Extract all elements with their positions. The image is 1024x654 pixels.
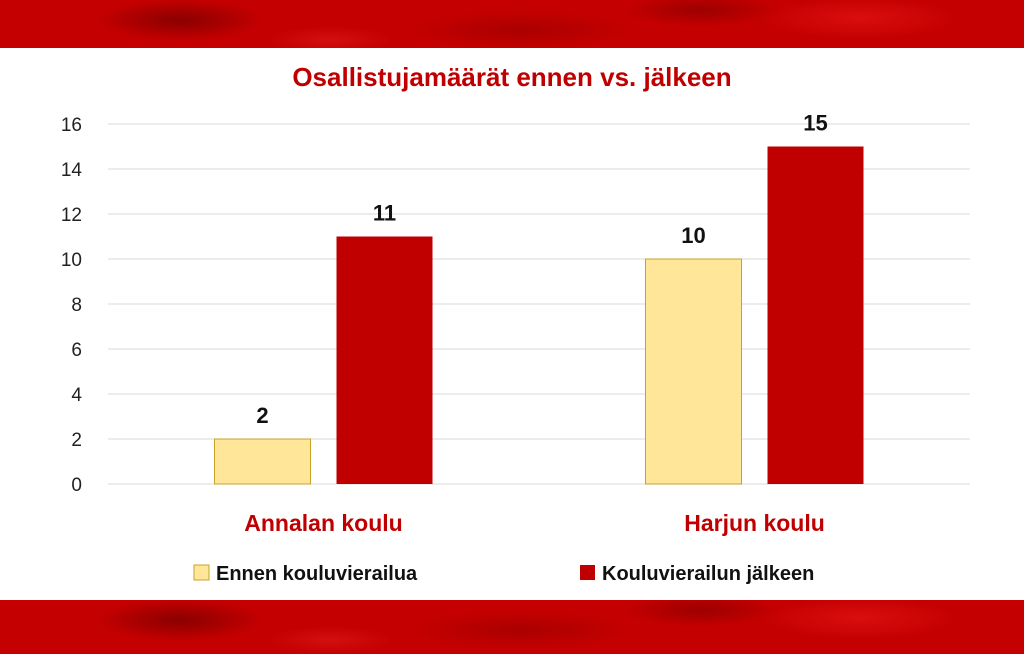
y-tick-label: 8 (71, 295, 82, 316)
legend-swatch (193, 564, 210, 581)
y-tick-label: 4 (71, 385, 82, 406)
y-tick-label: 12 (61, 205, 82, 226)
bottom-decorative-band (0, 600, 1024, 654)
y-tick-label: 16 (61, 115, 82, 136)
data-label: 2 (256, 403, 268, 428)
category-label: Harjun koulu (684, 510, 825, 536)
y-tick-label: 6 (71, 340, 82, 361)
legend-label: Ennen kouluvierailua (216, 563, 418, 585)
data-labels: 2 11 10 15 (256, 111, 827, 429)
bar-after (336, 236, 433, 484)
data-label: 10 (681, 223, 705, 248)
category-label: Annalan koulu (244, 510, 402, 536)
bar-before (645, 258, 742, 485)
legend-label: Kouluvierailun jälkeen (602, 563, 814, 585)
legend: Ennen kouluvierailua Kouluvierailun jälke… (193, 563, 814, 585)
y-tick-label: 14 (61, 160, 83, 181)
bars (214, 146, 864, 485)
y-tick-label: 2 (71, 430, 82, 451)
data-label: 15 (803, 111, 827, 136)
legend-swatch (580, 565, 595, 580)
y-axis-ticks: 0 2 4 6 8 10 12 14 16 (61, 115, 83, 496)
bar-after (767, 146, 864, 484)
category-labels: Annalan koulu Harjun koulu (244, 510, 825, 536)
top-decorative-band (0, 0, 1024, 48)
y-tick-label: 0 (71, 475, 82, 496)
data-label: 11 (373, 201, 396, 226)
bar-before (214, 438, 311, 485)
y-tick-label: 10 (61, 250, 82, 271)
chart-title: Osallistujamäärät ennen vs. jälkeen (292, 62, 731, 92)
